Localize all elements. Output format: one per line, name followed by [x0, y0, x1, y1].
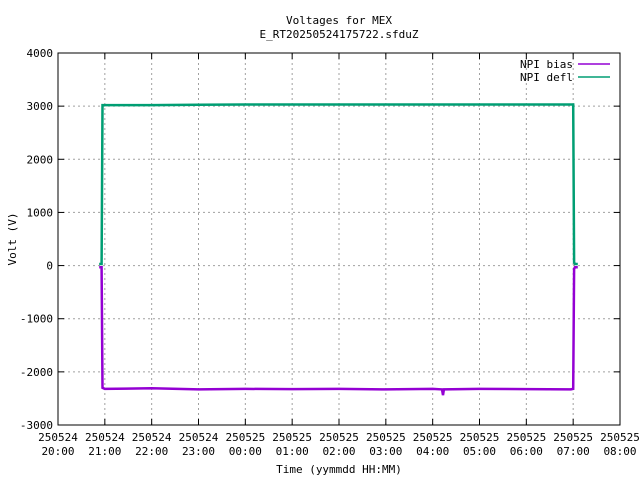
x-tick-label-date: 250524 — [85, 431, 125, 444]
x-tick-label-time: 07:00 — [557, 445, 590, 458]
series-group — [99, 103, 578, 396]
y-tick-label: -1000 — [20, 313, 53, 326]
y-tick-label: -2000 — [20, 366, 53, 379]
x-tick-label-date: 250525 — [600, 431, 640, 444]
x-tick-label-time: 01:00 — [276, 445, 309, 458]
x-tick-label-date: 250525 — [460, 431, 500, 444]
x-tick-label-date: 250524 — [179, 431, 219, 444]
x-tick-label-time: 02:00 — [322, 445, 355, 458]
y-axis-ticks: -3000 -2000 -1000 0 1000 2000 3000 4000 — [20, 47, 620, 432]
y-tick-label: 1000 — [27, 206, 54, 219]
x-tick-label-date: 250525 — [319, 431, 359, 444]
x-tick-label-time: 03:00 — [369, 445, 402, 458]
x-tick-label-date: 250525 — [553, 431, 593, 444]
x-tick-label-date: 250524 — [132, 431, 172, 444]
legend-label-npi-defl: NPI defl — [520, 71, 573, 84]
grid — [58, 53, 620, 425]
x-tick-label-time: 06:00 — [510, 445, 543, 458]
x-tick-label-time: 21:00 — [88, 445, 121, 458]
x-tick-label-time: 04:00 — [416, 445, 449, 458]
x-tick-label-date: 250525 — [366, 431, 406, 444]
y-tick-label: 2000 — [27, 153, 54, 166]
plot-frame — [57, 52, 621, 426]
x-tick-label-time: 00:00 — [229, 445, 262, 458]
x-tick-label-time: 05:00 — [463, 445, 496, 458]
x-axis-label: Time (yymmdd HH:MM) — [276, 463, 402, 476]
series-line-npi-defl — [99, 103, 578, 266]
chart-subtitle: E_RT20250524175722.sfduZ — [260, 28, 419, 41]
x-axis-ticks: 25052420:0025052421:0025052422:002505242… — [38, 53, 640, 458]
y-tick-label: 0 — [46, 260, 53, 273]
chart-title: Voltages for MEX — [286, 14, 392, 27]
x-tick-label-date: 250525 — [506, 431, 546, 444]
y-tick-label: 4000 — [27, 47, 54, 60]
x-tick-label-time: 22:00 — [135, 445, 168, 458]
x-tick-label-date: 250525 — [225, 431, 265, 444]
series-line-npi-bias — [99, 265, 578, 396]
legend-label-npi-bias: NPI bias — [520, 58, 573, 71]
x-tick-label-time: 20:00 — [41, 445, 74, 458]
y-tick-label: 3000 — [27, 100, 54, 113]
x-tick-label-time: 23:00 — [182, 445, 215, 458]
x-tick-label-date: 250525 — [272, 431, 312, 444]
x-tick-label-time: 08:00 — [603, 445, 636, 458]
y-axis-label: Volt (V) — [6, 213, 19, 266]
x-tick-label-date: 250524 — [38, 431, 78, 444]
y-tick-label: -3000 — [20, 419, 53, 432]
x-tick-label-date: 250525 — [413, 431, 453, 444]
